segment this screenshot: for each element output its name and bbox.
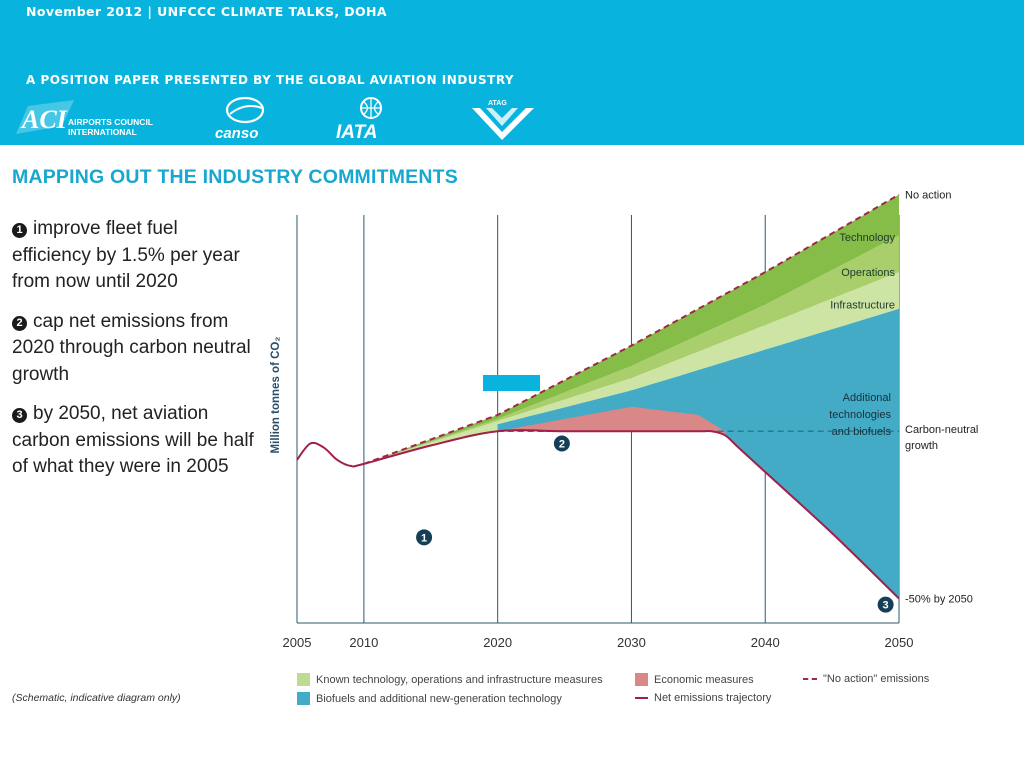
iata-logo: IATA bbox=[326, 96, 416, 142]
aci-logo-line2: INTERNATIONAL bbox=[68, 127, 137, 137]
marker-circle bbox=[416, 529, 433, 546]
x-tick-label: 2030 bbox=[617, 635, 646, 650]
label-additional-technologies: Additional bbox=[843, 392, 891, 404]
marker-label: 2 bbox=[559, 438, 565, 450]
legend-item-no-action: "No action" emissions bbox=[803, 673, 929, 685]
legend-swatch-biofuels bbox=[297, 692, 310, 705]
commitment-item: 1 improve fleet fuel efficiency by 1.5% p… bbox=[12, 216, 257, 296]
legend-item-net-emissions: Net emissions trajectory bbox=[635, 692, 771, 704]
legend-label-economic: Economic measures bbox=[654, 673, 754, 686]
legend-item-economic: Economic measures bbox=[635, 673, 754, 686]
atag-logo-text: ATAG bbox=[488, 100, 507, 107]
commitment-marker-2: 2 bbox=[553, 435, 570, 452]
marker-circle bbox=[553, 435, 570, 452]
chart-highlight-bar bbox=[483, 375, 540, 391]
aci-logo-mark: ACI bbox=[20, 105, 68, 134]
legend-item-biofuels: Biofuels and additional new-generation t… bbox=[297, 692, 562, 705]
legend-label-known: Known technology, operations and infrast… bbox=[316, 673, 603, 686]
aci-logo: ACI AIRPORTS COUNCIL INTERNATIONAL bbox=[14, 96, 184, 142]
aci-logo-line1: AIRPORTS COUNCIL bbox=[68, 117, 153, 127]
label-operations: Operations bbox=[841, 267, 895, 279]
legend-label-biofuels: Biofuels and additional new-generation t… bbox=[316, 692, 562, 705]
paper-line: A POSITION PAPER PRESENTED BY THE GLOBAL… bbox=[26, 73, 515, 87]
x-tick-label: 2050 bbox=[885, 635, 914, 650]
commitment-item: 2 cap net emissions from 2020 through car… bbox=[12, 309, 257, 389]
iata-logo-text: IATA bbox=[336, 122, 378, 142]
legend-swatch-no-action bbox=[803, 678, 817, 680]
label-additional-technologies: technologies bbox=[829, 409, 891, 421]
commitment-text: by 2050, net aviation carbon emissions w… bbox=[12, 403, 254, 477]
commitment-text: improve fleet fuel efficiency by 1.5% pe… bbox=[12, 218, 240, 292]
x-tick-label: 2010 bbox=[349, 635, 378, 650]
y-axis-label: Million tonnes of CO₂ bbox=[270, 337, 282, 454]
legend-swatch-known bbox=[297, 673, 310, 686]
atag-logo: ATAG bbox=[468, 96, 538, 142]
schematic-note: (Schematic, indicative diagram only) bbox=[12, 692, 181, 704]
date-line: November 2012 | UNFCCC CLIMATE TALKS, DO… bbox=[26, 4, 387, 19]
area-economic-measures bbox=[497, 406, 726, 436]
header-banner: November 2012 | UNFCCC CLIMATE TALKS, DO… bbox=[0, 0, 1024, 145]
commitment-marker: 1 bbox=[12, 223, 27, 238]
commitment-marker: 2 bbox=[12, 315, 27, 331]
label-technology: Technology bbox=[839, 232, 895, 244]
x-tick-label: 2005 bbox=[283, 635, 312, 650]
commitment-marker-1: 1 bbox=[416, 529, 433, 546]
section-title: MAPPING OUT THE INDUSTRY COMMITMENTS bbox=[12, 166, 458, 188]
label-carbon-neutral-growth: growth bbox=[905, 440, 938, 452]
commitment-marker-3: 3 bbox=[877, 596, 894, 613]
x-tick-label: 2040 bbox=[751, 635, 780, 650]
commitments-list: 1 improve fleet fuel efficiency by 1.5% p… bbox=[12, 216, 257, 494]
legend-item-known-measures: Known technology, operations and infrast… bbox=[297, 673, 603, 686]
label-no-action: No action bbox=[905, 190, 951, 202]
canso-logo-text: canso bbox=[215, 125, 258, 142]
legend-label-no-action: "No action" emissions bbox=[823, 673, 930, 685]
legend-label-net: Net emissions trajectory bbox=[654, 692, 772, 704]
commitment-item: 3 by 2050, net aviation carbon emissions … bbox=[12, 401, 257, 481]
chart-legend: Known technology, operations and infrast… bbox=[297, 673, 957, 713]
legend-swatch-economic bbox=[635, 673, 648, 686]
commitment-text: cap net emissions from 2020 through carb… bbox=[12, 310, 251, 385]
marker-label: 3 bbox=[883, 600, 889, 612]
legend-swatch-net bbox=[635, 697, 648, 699]
net-emissions-line bbox=[296, 429, 900, 600]
x-tick-label: 2020 bbox=[483, 635, 512, 650]
label-half-by-2050: -50% by 2050 bbox=[905, 594, 973, 606]
commitment-marker: 3 bbox=[12, 408, 27, 423]
marker-label: 1 bbox=[421, 532, 427, 544]
marker-circle bbox=[877, 596, 894, 613]
area-biofuels bbox=[497, 308, 899, 599]
canso-logo: canso bbox=[210, 96, 280, 142]
label-additional-technologies: and biofuels bbox=[832, 426, 892, 438]
label-carbon-neutral-growth: Carbon-neutral bbox=[905, 424, 978, 436]
no-action-line bbox=[363, 193, 900, 465]
label-infrastructure: Infrastructure bbox=[830, 300, 895, 312]
